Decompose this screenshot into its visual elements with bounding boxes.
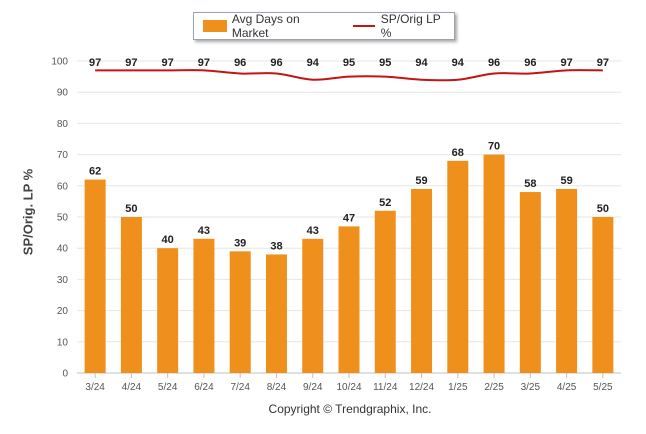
- line-value-label: 94: [415, 57, 428, 69]
- legend-line-swatch: [352, 25, 375, 27]
- line-value-label: 97: [125, 57, 137, 69]
- bar: [84, 179, 106, 373]
- x-tick-label: 1/25: [448, 382, 468, 393]
- bar: [374, 210, 396, 373]
- legend-line-label: SP/Orig LP %: [380, 12, 441, 40]
- x-tick-label: 8/24: [267, 382, 287, 393]
- bar: [229, 251, 251, 373]
- x-tick-label: 7/24: [230, 382, 250, 393]
- bar: [157, 248, 179, 373]
- bar-value-label: 43: [307, 225, 319, 237]
- line-value-label: 97: [89, 57, 101, 69]
- bar-value-label: 50: [125, 203, 137, 215]
- bar: [556, 188, 578, 373]
- bar: [338, 226, 360, 373]
- bar: [265, 254, 287, 373]
- y-tick-label: 90: [57, 88, 69, 99]
- line-value-label: 97: [560, 57, 572, 69]
- x-tick-label: 4/24: [122, 382, 142, 393]
- x-tick-label: 12/24: [409, 382, 434, 393]
- y-tick-label: 10: [57, 337, 69, 348]
- line-value-label: 95: [379, 57, 391, 69]
- bar: [120, 217, 142, 373]
- y-tick-label: 60: [57, 181, 69, 192]
- x-tick-label: 9/24: [303, 382, 323, 393]
- bar: [483, 154, 505, 373]
- legend: Avg Days on Market SP/Orig LP %: [193, 12, 455, 40]
- x-tick-label: 3/25: [521, 382, 541, 393]
- bar-value-label: 40: [162, 234, 174, 246]
- bar-value-label: 38: [270, 240, 282, 252]
- line-value-label: 95: [343, 57, 355, 69]
- bar: [519, 192, 541, 373]
- x-tick-label: 2/25: [484, 382, 504, 393]
- line-value-label: 96: [524, 57, 536, 69]
- legend-bar-label: Avg Days on Market: [231, 12, 300, 40]
- y-axis-title: SP/Orig. LP %: [20, 168, 36, 256]
- x-tick-label: 6/24: [194, 382, 214, 393]
- line-value-label: 96: [270, 57, 282, 69]
- line-value-label: 97: [198, 57, 210, 69]
- legend-item-line-series[interactable]: SP/Orig LP %: [352, 12, 454, 40]
- line-value-label: 96: [234, 57, 246, 69]
- line-series-sp-orig-lp: [95, 69, 603, 82]
- legend-item-bar-series[interactable]: Avg Days on Market: [203, 12, 339, 40]
- y-tick-label: 100: [51, 57, 68, 68]
- bar-value-label: 52: [379, 197, 391, 209]
- line-value-label: 97: [597, 57, 609, 69]
- bar-value-label: 50: [597, 203, 609, 215]
- bar-value-label: 62: [89, 166, 101, 178]
- bar-value-label: 59: [560, 175, 572, 187]
- y-tick-label: 40: [57, 244, 69, 255]
- y-tick-label: 30: [57, 275, 69, 286]
- x-tick-label: 10/24: [336, 382, 361, 393]
- x-tick-label: 4/25: [557, 382, 577, 393]
- bar: [447, 160, 469, 373]
- line-value-label: 96: [488, 57, 500, 69]
- x-tick-label: 5/24: [158, 382, 178, 393]
- y-tick-label: 0: [62, 369, 68, 380]
- bar-value-label: 70: [488, 141, 500, 153]
- bar-value-label: 58: [524, 178, 536, 190]
- bar: [193, 238, 215, 373]
- x-tick-label: 11/24: [373, 382, 398, 393]
- x-tick-label: 3/24: [85, 382, 105, 393]
- bar-value-label: 43: [198, 225, 210, 237]
- bar-value-label: 39: [234, 237, 246, 249]
- line-value-label: 94: [307, 57, 320, 69]
- bar: [411, 188, 433, 373]
- bar-value-label: 68: [452, 147, 464, 159]
- copyright-text: Copyright © Trendgraphix, Inc.: [268, 402, 432, 416]
- y-tick-label: 80: [57, 119, 69, 130]
- y-tick-label: 50: [57, 213, 69, 224]
- y-tick-label: 20: [57, 306, 69, 317]
- line-value-label: 97: [162, 57, 174, 69]
- bar-value-label: 59: [415, 175, 427, 187]
- line-value-label: 94: [452, 57, 465, 69]
- bar-value-label: 47: [343, 212, 355, 224]
- y-tick-label: 70: [57, 150, 69, 161]
- x-tick-label: 5/25: [593, 382, 613, 393]
- bar: [302, 238, 324, 373]
- legend-bar-swatch: [203, 20, 227, 32]
- bar: [592, 217, 614, 373]
